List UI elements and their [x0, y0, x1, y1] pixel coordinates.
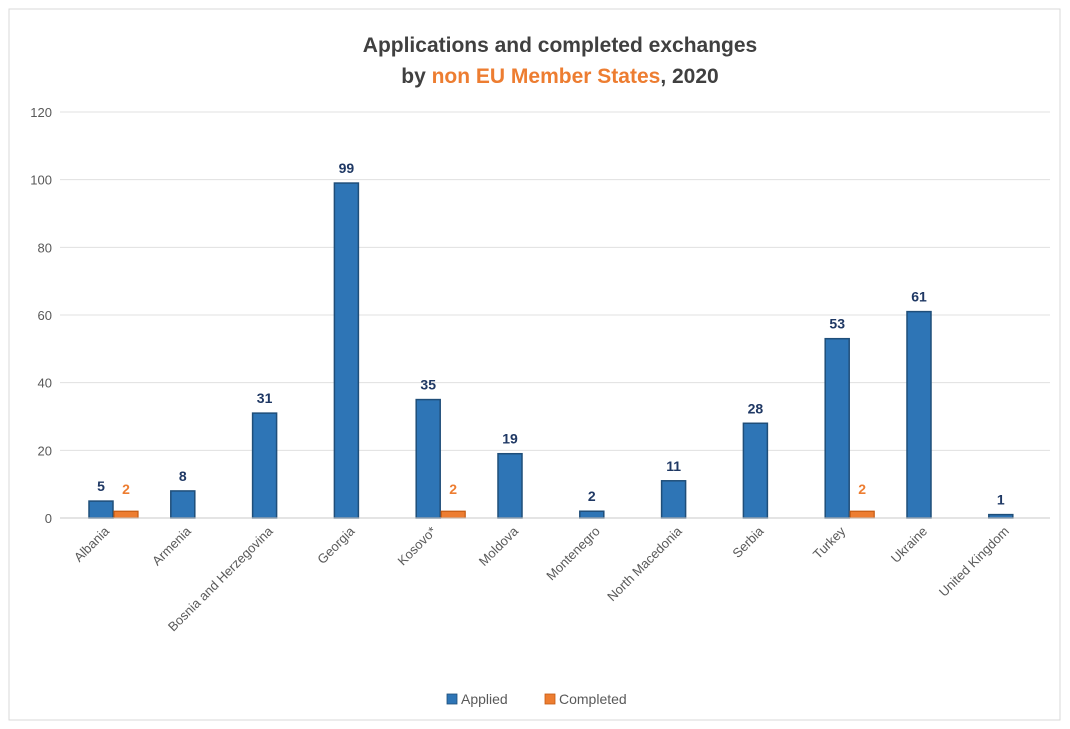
- y-tick-label: 80: [38, 240, 52, 255]
- data-label-applied: 2: [588, 488, 596, 504]
- legend-swatch-applied: [446, 693, 458, 705]
- data-label-applied: 99: [339, 160, 355, 176]
- y-tick-label: 100: [30, 173, 52, 188]
- y-tick-label: 0: [45, 511, 52, 526]
- bar-applied: [824, 337, 850, 519]
- bar-applied: [88, 500, 114, 519]
- chart-title-line1: Applications and completed exchanges: [363, 34, 757, 57]
- legend-label-completed: Completed: [559, 691, 627, 707]
- data-label-applied: 11: [666, 458, 681, 474]
- bar-applied: [988, 513, 1014, 519]
- bar-applied: [497, 452, 523, 519]
- bar-completed: [440, 510, 466, 519]
- data-label-applied: 1: [997, 492, 1005, 508]
- bar-applied: [415, 398, 441, 519]
- data-label-applied: 19: [502, 431, 518, 447]
- y-tick-label: 120: [30, 105, 52, 120]
- data-label-applied: 5: [97, 478, 105, 494]
- legend-label-applied: Applied: [461, 691, 508, 707]
- bar-applied: [251, 412, 278, 519]
- bar-applied: [170, 490, 196, 519]
- y-tick-label: 40: [38, 376, 52, 391]
- chart-title-highlight: non EU Member States: [432, 65, 661, 88]
- gridlines: [60, 111, 1050, 451]
- data-label-applied: 28: [748, 400, 764, 416]
- y-axis-ticks: 0 20 40 60 80 100 120: [30, 105, 52, 526]
- data-label-applied: 53: [829, 316, 845, 332]
- data-label-applied: 35: [420, 377, 436, 393]
- data-label-applied: 61: [911, 289, 927, 305]
- bar-applied: [579, 510, 605, 519]
- data-label-completed: 2: [449, 481, 457, 497]
- bar-applied: [333, 182, 360, 519]
- chart-title-prefix: by: [401, 65, 431, 88]
- y-tick-label: 60: [38, 308, 52, 323]
- chart-border: [8, 8, 1061, 721]
- data-label-applied: 8: [179, 468, 187, 484]
- legend-swatch-completed: [544, 693, 556, 705]
- chart-title-line2: by non EU Member States, 2020: [401, 65, 718, 88]
- data-label-applied: 31: [257, 390, 273, 406]
- legend: Applied Completed: [446, 691, 627, 707]
- bar-applied: [906, 310, 932, 519]
- bar-completed: [849, 510, 875, 519]
- bar-applied: [742, 422, 769, 519]
- data-label-completed: 2: [122, 481, 130, 497]
- chart-title-suffix: , 2020: [660, 65, 718, 88]
- bar-applied: [660, 480, 687, 519]
- data-label-completed: 2: [858, 481, 866, 497]
- y-tick-label: 20: [38, 443, 52, 458]
- bar-completed: [113, 510, 139, 519]
- bars: [88, 182, 1014, 519]
